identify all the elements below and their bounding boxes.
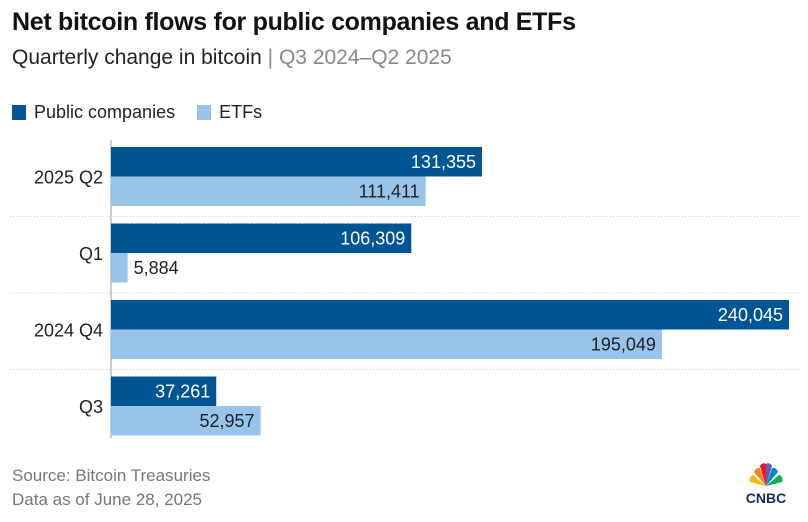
bar-public-companies <box>111 300 789 330</box>
category-label: Q3 <box>79 397 103 417</box>
data-label: 195,049 <box>591 334 656 354</box>
legend-item-etfs: ETFs <box>197 102 262 123</box>
subtitle-separator: | <box>267 46 274 69</box>
data-label: 5,884 <box>134 258 179 278</box>
category-label: 2025 Q2 <box>34 168 103 188</box>
bar-etfs <box>111 253 128 283</box>
bar-etfs <box>111 176 426 206</box>
legend-item-public-companies: Public companies <box>12 102 175 123</box>
legend-label: ETFs <box>219 102 263 122</box>
chart-subtitle: Quarterly change in bitcoin | Q3 2024–Q2… <box>12 46 452 70</box>
bar-etfs <box>111 329 662 359</box>
chart-title: Net bitcoin flows for public companies a… <box>12 8 576 36</box>
bar-etfs <box>111 406 261 436</box>
bar-public-companies <box>111 376 217 406</box>
legend: Public companies ETFs <box>12 102 262 123</box>
category-label: 2024 Q4 <box>34 321 103 341</box>
subtitle-range: Q3 2024–Q2 2025 <box>278 46 452 69</box>
cnbc-logo: CNBC <box>746 463 786 506</box>
data-label: 52,957 <box>200 411 255 431</box>
data-label: 37,261 <box>155 381 210 401</box>
bar-public-companies <box>111 223 412 253</box>
data-label: 131,355 <box>411 152 476 172</box>
legend-swatch <box>197 105 212 120</box>
bar-public-companies <box>111 147 483 177</box>
data-date-note: Data as of June 28, 2025 <box>12 490 202 509</box>
source-note: Source: Bitcoin Treasuries <box>12 466 211 485</box>
data-label: 106,309 <box>340 228 405 248</box>
data-label: 111,411 <box>359 181 420 201</box>
subtitle-main: Quarterly change in bitcoin <box>12 46 262 69</box>
legend-swatch <box>12 105 26 120</box>
data-label: 240,045 <box>718 305 783 325</box>
footer: Source: Bitcoin Treasuries Data as of Jun… <box>12 464 210 512</box>
category-label: Q1 <box>79 244 103 264</box>
legend-label: Public companies <box>34 102 176 122</box>
logo-text: CNBC <box>746 490 786 506</box>
